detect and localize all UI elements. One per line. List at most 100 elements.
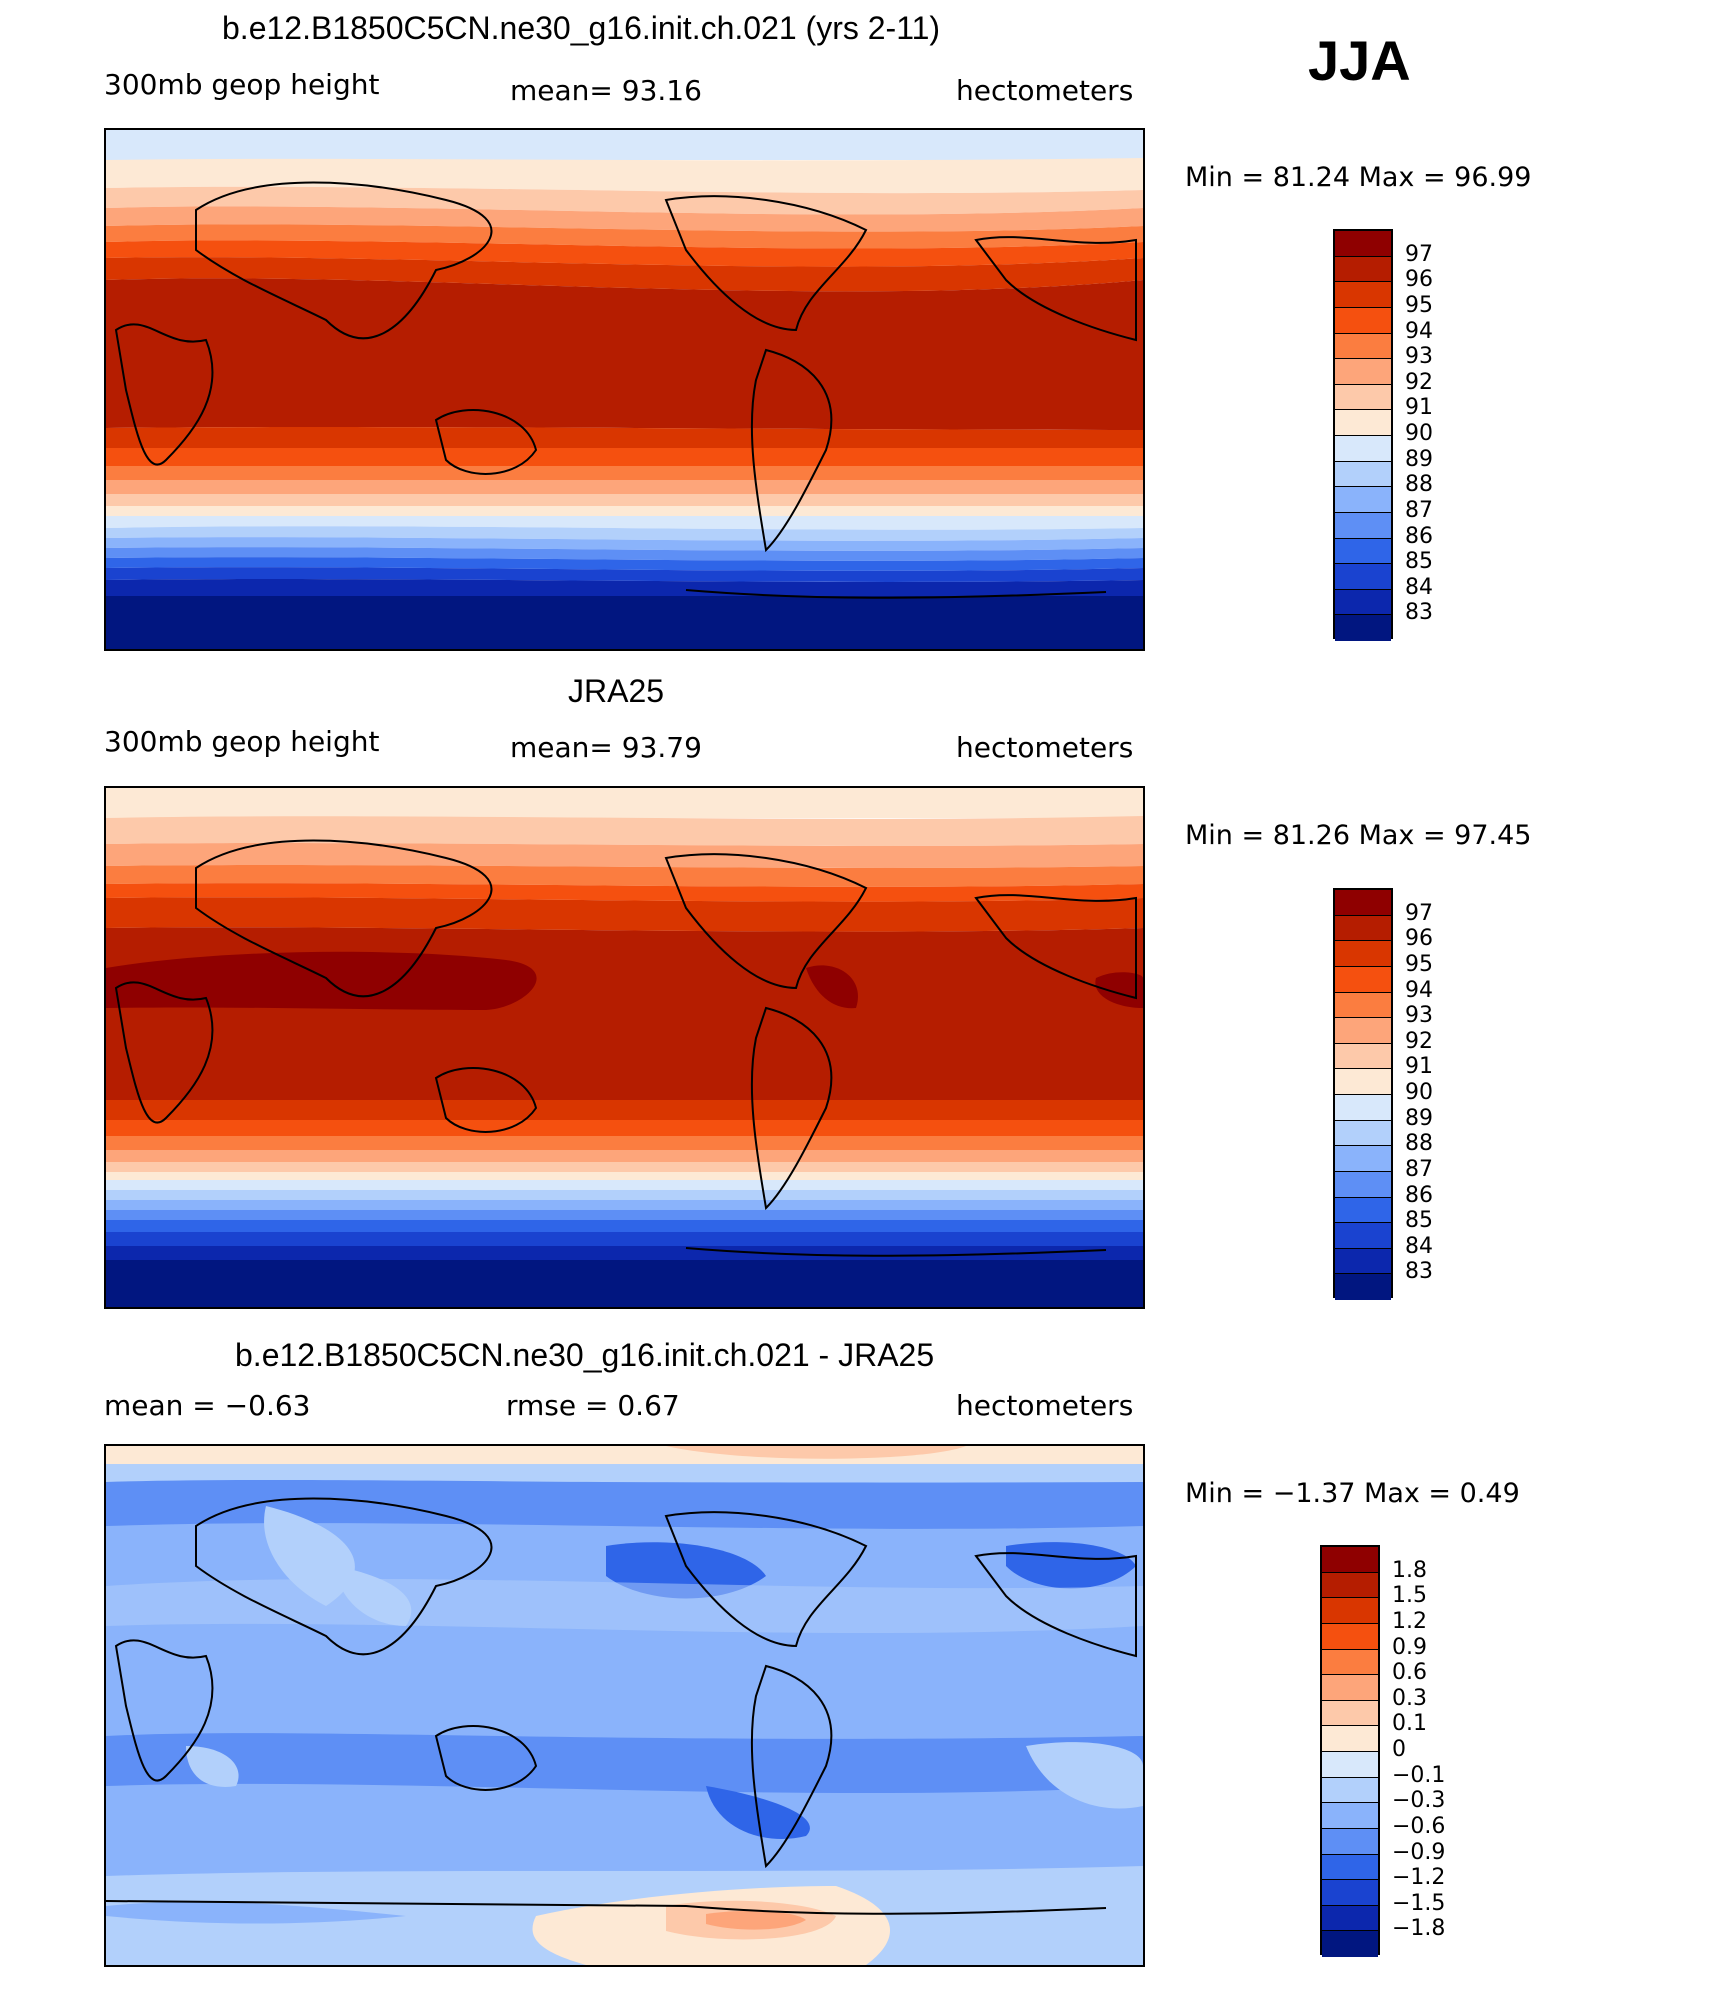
colorbar-swatch [1335,436,1391,462]
colorbar-label: 84 [1405,1233,1433,1259]
colorbar-label: −1.5 [1392,1890,1446,1916]
colorbar-swatch [1335,333,1391,360]
panel2-variable: 300mb geop height [104,725,380,758]
colorbar-label: 85 [1405,549,1433,575]
colorbar-swatch [1322,1675,1378,1701]
colorbar-label: 95 [1405,292,1433,318]
colorbar-label: 90 [1405,1080,1433,1105]
season-label: JJA [1308,29,1411,92]
colorbar-label: −0.9 [1392,1839,1446,1865]
colorbar-swatch [1335,384,1391,411]
colorbar-label: −1.2 [1392,1865,1446,1891]
colorbar-label: 85 [1405,1208,1433,1234]
colorbar-swatch [1335,256,1391,283]
colorbar-swatch [1335,231,1391,257]
colorbar-swatch [1335,1171,1391,1198]
colorbar-label: 89 [1405,1105,1433,1131]
colorbar-swatch [1335,992,1391,1019]
panel2-minmax: Min = 81.26 Max = 97.45 [1185,820,1532,851]
colorbar-swatch [1322,1726,1378,1752]
colorbar-swatch [1335,1043,1391,1070]
colorbar-swatch [1335,487,1391,513]
colorbar-swatch [1335,1146,1391,1172]
colorbar-swatch [1322,1598,1378,1624]
panel1-units: hectometers [956,74,1134,107]
colorbar-label: −0.1 [1392,1762,1446,1788]
colorbar-label: 83 [1405,600,1433,626]
colorbar-swatch [1322,1623,1378,1650]
colorbar-swatch [1335,1248,1391,1275]
panel3-map [104,1444,1145,1967]
colorbar-swatch [1335,941,1391,967]
colorbar-swatch [1335,564,1391,590]
colorbar-swatch [1322,1828,1378,1855]
colorbar-swatch [1322,1803,1378,1829]
colorbar-swatch [1335,589,1391,616]
colorbar-swatch [1322,1931,1378,1957]
colorbar-label: 92 [1405,369,1433,395]
colorbar-swatch [1322,1880,1378,1906]
colorbar-label: 91 [1405,395,1433,421]
panel1-minmax: Min = 81.24 Max = 96.99 [1185,162,1532,193]
panel3-title: b.e12.B1850C5CN.ne30_g16.init.ch.021 - J… [235,1337,935,1373]
colorbar-swatch [1335,1223,1391,1249]
panel1-mean: mean= 93.16 [510,74,702,107]
colorbar-label: 97 [1405,900,1433,926]
colorbar-swatch [1335,307,1391,334]
colorbar-swatch [1335,1095,1391,1121]
colorbar-label: 94 [1405,318,1433,344]
panel3-units: hectometers [956,1389,1134,1422]
panel1-colorbar-swatches [1333,229,1393,641]
panel3-mean: mean = −0.63 [104,1389,311,1422]
colorbar-label: 1.2 [1392,1608,1427,1634]
colorbar-label: 87 [1405,497,1433,523]
colorbar-label: 0 [1392,1737,1406,1762]
colorbar-swatch [1335,359,1391,385]
colorbar-swatch [1335,1197,1391,1224]
panel1-map [104,128,1145,651]
colorbar-swatch [1335,1018,1391,1044]
colorbar-label: 92 [1405,1028,1433,1054]
colorbar-swatch [1322,1752,1378,1778]
colorbar-label: 96 [1405,267,1433,293]
colorbar-swatch [1322,1547,1378,1573]
colorbar-swatch [1335,915,1391,942]
colorbar-swatch [1335,512,1391,539]
colorbar-swatch [1322,1700,1378,1727]
colorbar-label: 88 [1405,472,1433,498]
colorbar-label: 94 [1405,977,1433,1003]
colorbar-swatch [1335,538,1391,565]
panel1-title: b.e12.B1850C5CN.ne30_g16.init.ch.021 (yr… [222,10,941,46]
colorbar-label: 90 [1405,421,1433,446]
panel3-minmax: Min = −1.37 Max = 0.49 [1185,1478,1520,1509]
colorbar-label: 1.8 [1392,1557,1427,1583]
panel3-rmse: rmse = 0.67 [506,1389,680,1422]
colorbar-label: −0.3 [1392,1788,1446,1814]
colorbar-label: 0.3 [1392,1685,1427,1711]
panel2-colorbar-swatches [1333,888,1393,1300]
colorbar-label: −1.8 [1392,1916,1446,1942]
colorbar-label: 87 [1405,1156,1433,1182]
colorbar-swatch [1335,282,1391,308]
colorbar-label: 96 [1405,926,1433,952]
colorbar-swatch [1335,410,1391,436]
colorbar-swatch [1322,1854,1378,1881]
colorbar-label: 88 [1405,1131,1433,1157]
colorbar-swatch [1335,461,1391,488]
colorbar-label: −0.6 [1392,1813,1446,1839]
colorbar-swatch [1335,966,1391,993]
colorbar-swatch [1335,890,1391,916]
colorbar-swatch [1335,615,1391,641]
panel2-mean: mean= 93.79 [510,731,702,764]
colorbar-label: 93 [1405,344,1433,370]
colorbar-swatch [1335,1274,1391,1300]
colorbar-label: 97 [1405,241,1433,267]
colorbar-swatch [1322,1572,1378,1599]
colorbar-label: 89 [1405,446,1433,472]
colorbar-swatch [1335,1069,1391,1095]
colorbar-label: 84 [1405,574,1433,600]
colorbar-label: 93 [1405,1003,1433,1029]
colorbar-label: 91 [1405,1054,1433,1080]
colorbar-swatch [1322,1649,1378,1676]
panel2-map [104,786,1145,1309]
